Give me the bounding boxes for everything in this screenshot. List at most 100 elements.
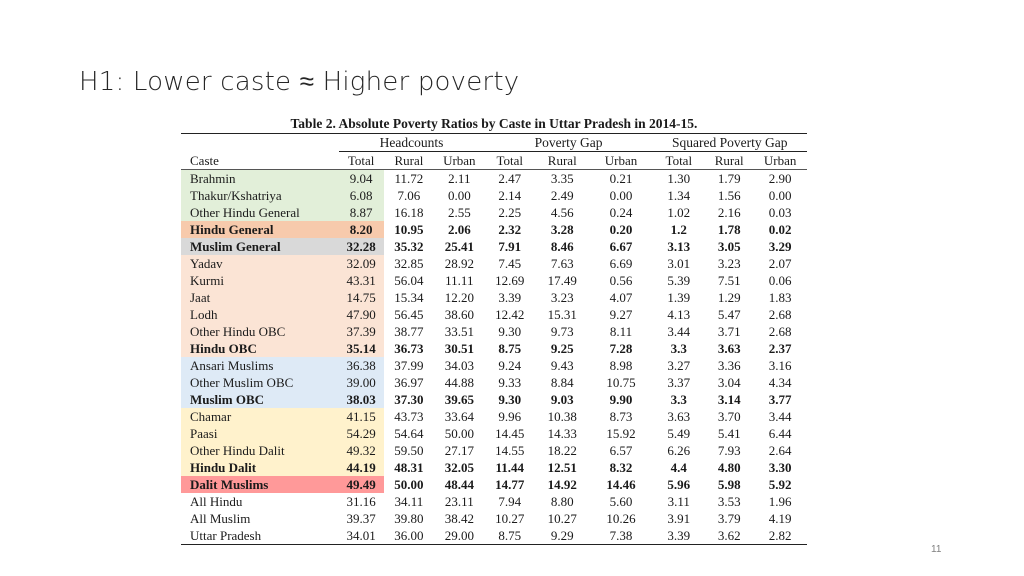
table-row: Other Hindu General 8.87 16.18 2.55 2.25 4.56… (181, 204, 807, 221)
value-cell: 15.31 (547, 307, 577, 322)
value-cell: 2.06 (447, 222, 471, 237)
table-body: Brahmin 9.04 11.72 2.11 2.47 3.35 0.21 1.30 1.79… (181, 169, 807, 545)
value-cell: 7.45 (498, 256, 522, 271)
table-row: Kurmi 43.31 56.04 11.11 12.69 17.49 0.56 5.39 7.… (181, 272, 807, 289)
group-header-blank (181, 134, 339, 152)
value-cell: 49.49 (338, 476, 384, 493)
value-cell: 5.98 (717, 477, 741, 492)
value-cell: 8.87 (338, 204, 384, 221)
value-cell: 0.02 (768, 222, 792, 237)
value-cell: 6.26 (667, 443, 691, 458)
value-cell: 8.73 (609, 409, 633, 424)
value-cell: 3.04 (717, 375, 741, 390)
value-cell: 44.19 (338, 459, 384, 476)
table-row: Dalit Muslims 49.49 50.00 48.44 14.77 14.92 14… (181, 476, 807, 493)
value-cell: 11.44 (495, 460, 524, 475)
value-cell: 8.75 (498, 341, 522, 356)
value-cell: 5.47 (717, 307, 741, 322)
value-cell: 3.71 (717, 324, 741, 339)
value-cell: 10.27 (547, 511, 577, 526)
value-cell: 0.00 (768, 188, 792, 203)
value-cell: 3.27 (667, 358, 691, 373)
value-cell: 33.64 (444, 409, 474, 424)
value-cell: 2.07 (768, 256, 792, 271)
value-cell: 27.17 (444, 443, 474, 458)
table-row: All Hindu 31.16 34.11 23.11 7.94 8.80 5.60 3.11… (181, 493, 807, 510)
value-cell: 7.38 (609, 528, 633, 543)
value-cell: 32.09 (338, 255, 384, 272)
table-row: Paasi 54.29 54.64 50.00 14.45 14.33 15.92 5.49 5… (181, 425, 807, 442)
value-cell: 9.04 (338, 169, 384, 187)
value-cell: 59.50 (394, 443, 424, 458)
value-cell: 36.00 (394, 528, 424, 543)
value-cell: 32.28 (338, 238, 384, 255)
caste-cell: Lodh (181, 306, 339, 323)
value-cell: 3.39 (667, 528, 691, 543)
value-cell: 36.73 (394, 341, 424, 356)
value-cell: 28.92 (444, 256, 474, 271)
value-cell: 16.18 (394, 205, 424, 220)
table-row: Thakur/Kshatriya 6.08 7.06 0.00 2.14 2.49 0.00… (181, 187, 807, 204)
value-cell: 7.63 (550, 256, 574, 271)
group-header-squared-poverty-gap: Squared Poverty Gap (652, 133, 807, 152)
value-cell: 11.11 (445, 273, 474, 288)
column-header: Caste (181, 151, 339, 170)
value-cell: 1.02 (667, 205, 691, 220)
caste-cell: Muslim General (181, 238, 339, 255)
value-cell: 4.13 (667, 307, 691, 322)
value-cell: 6.44 (768, 426, 792, 441)
value-cell: 3.53 (717, 494, 741, 509)
value-cell: 0.56 (609, 273, 633, 288)
value-cell: 1.2 (670, 222, 687, 237)
value-cell: 30.51 (444, 341, 474, 356)
table-row: Muslim General 32.28 35.32 25.41 7.91 8.46 6.6… (181, 238, 807, 255)
value-cell: 35.32 (394, 239, 424, 254)
column-header: Total (338, 151, 384, 170)
value-cell: 1.30 (667, 171, 691, 186)
value-cell: 9.24 (498, 358, 522, 373)
column-header: Total (652, 151, 706, 170)
value-cell: 3.79 (717, 511, 741, 526)
value-cell: 2.68 (768, 307, 792, 322)
value-cell: 6.67 (609, 239, 633, 254)
value-cell: 5.49 (667, 426, 691, 441)
value-cell: 18.22 (547, 443, 577, 458)
value-cell: 38.03 (338, 391, 384, 408)
value-cell: 36.97 (394, 375, 424, 390)
table-row: Hindu Dalit 44.19 48.31 32.05 11.44 12.51 8.32… (181, 459, 807, 476)
value-cell: 1.96 (768, 494, 792, 509)
value-cell: 8.75 (498, 528, 522, 543)
value-cell: 2.32 (498, 222, 522, 237)
value-cell: 43.73 (394, 409, 424, 424)
column-header-row: Caste Total Rural Urban Total Rural Urba… (181, 151, 807, 170)
value-cell: 2.11 (448, 171, 471, 186)
value-cell: 9.03 (550, 392, 574, 407)
value-cell: 1.83 (768, 290, 792, 305)
value-cell: 15.92 (606, 426, 636, 441)
table-row: Other Hindu OBC 37.39 38.77 33.51 9.30 9.73 8.… (181, 323, 807, 340)
value-cell: 2.16 (717, 205, 741, 220)
slide-title: H1: Lower caste ≈ Higher poverty (79, 67, 520, 97)
value-cell: 12.42 (495, 307, 525, 322)
value-cell: 8.20 (338, 221, 384, 238)
caste-cell: Chamar (181, 408, 339, 425)
value-cell: 48.44 (444, 477, 474, 492)
value-cell: 3.05 (717, 239, 741, 254)
value-cell: 17.49 (547, 273, 577, 288)
value-cell: 3.11 (667, 494, 690, 509)
value-cell: 10.38 (547, 409, 577, 424)
value-cell: 2.49 (550, 188, 574, 203)
value-cell: 7.91 (498, 239, 522, 254)
value-cell: 3.13 (667, 239, 691, 254)
caste-cell: Other Hindu General (181, 204, 339, 221)
value-cell: 41.15 (338, 408, 384, 425)
value-cell: 14.55 (495, 443, 525, 458)
value-cell: 11.72 (394, 171, 424, 186)
value-cell: 9.43 (550, 358, 574, 373)
value-cell: 0.06 (768, 273, 792, 288)
value-cell: 43.31 (338, 272, 384, 289)
value-cell: 3.29 (768, 239, 792, 254)
value-cell: 5.92 (768, 477, 792, 492)
value-cell: 3.3 (670, 341, 687, 356)
table-row: Ansari Muslims 36.38 37.99 34.03 9.24 9.43 8.9… (181, 357, 807, 374)
